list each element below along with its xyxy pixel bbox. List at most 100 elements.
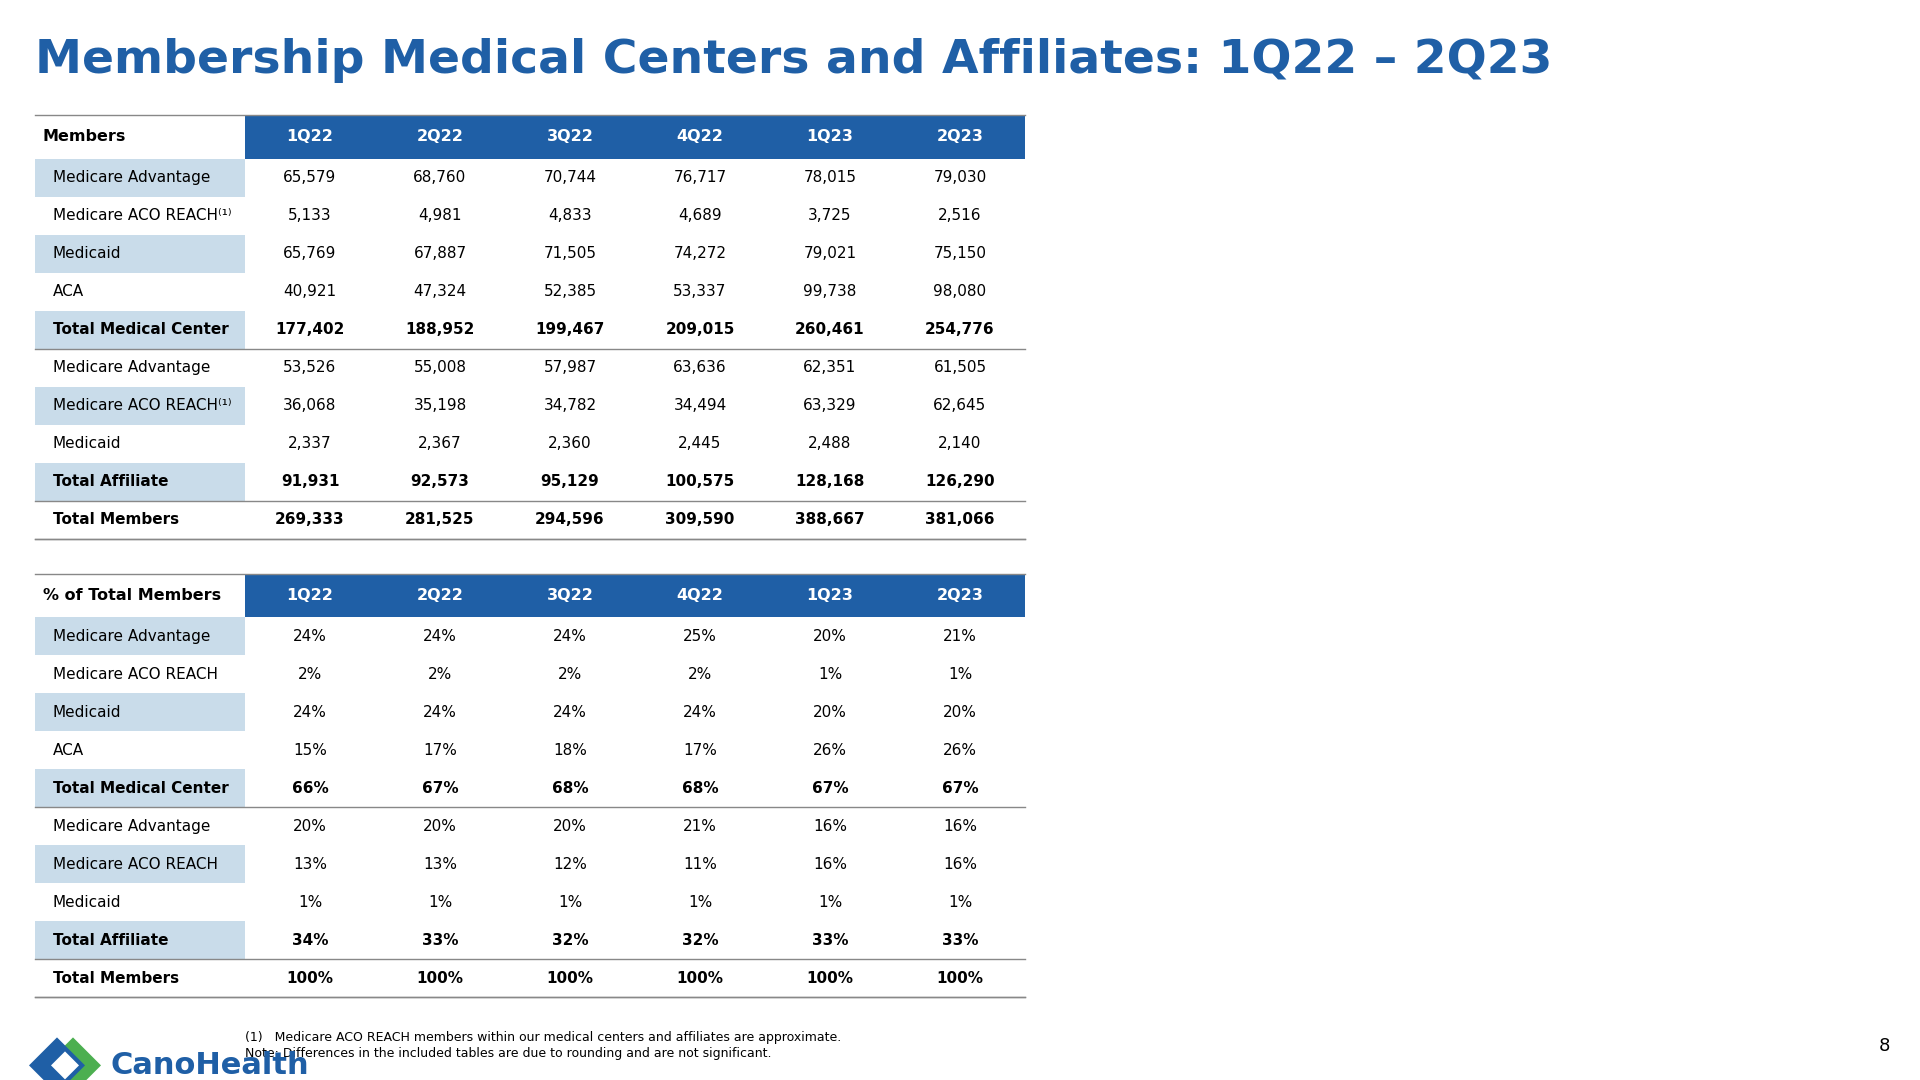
Text: 3,725: 3,725 [808,208,852,224]
Text: 2%: 2% [428,666,451,681]
Bar [35,197,246,234]
Text: 79,021: 79,021 [803,246,856,261]
Bar [35,387,1025,424]
Text: 24%: 24% [294,629,326,644]
Bar [35,618,246,656]
Text: 67,887: 67,887 [413,246,467,261]
Text: Medicare Advantage: Medicare Advantage [54,819,211,834]
Bar [505,114,636,159]
Text: 61,505: 61,505 [933,361,987,375]
Bar [35,501,246,539]
Text: 65,579: 65,579 [284,171,336,185]
Text: 13%: 13% [422,856,457,872]
Text: 254,776: 254,776 [925,322,995,337]
Text: 67%: 67% [941,781,979,796]
Bar [764,573,895,618]
Text: 16%: 16% [943,856,977,872]
Text: 24%: 24% [294,705,326,720]
Text: Members: Members [42,130,127,145]
Text: 20%: 20% [812,705,847,720]
Text: 188,952: 188,952 [405,322,474,337]
Text: 57,987: 57,987 [543,361,597,375]
Text: 33%: 33% [812,933,849,948]
Text: 74,272: 74,272 [674,246,726,261]
Text: 1Q23: 1Q23 [806,588,852,603]
Text: Medicare ACO REACH⁽¹⁾: Medicare ACO REACH⁽¹⁾ [54,208,232,224]
Bar [35,573,246,618]
Text: 2,516: 2,516 [939,208,981,224]
Text: 100%: 100% [417,971,463,986]
Text: 40,921: 40,921 [284,284,336,299]
Text: 2Q23: 2Q23 [937,588,983,603]
Bar [35,311,246,349]
Text: 26%: 26% [943,743,977,758]
Text: 95,129: 95,129 [541,474,599,489]
Text: 309,590: 309,590 [666,512,735,527]
Text: 2%: 2% [298,666,323,681]
Bar [35,273,1025,311]
Text: 1%: 1% [948,666,972,681]
Text: 1%: 1% [948,895,972,909]
Bar [35,273,246,311]
Text: 20%: 20% [294,819,326,834]
Text: 100%: 100% [676,971,724,986]
Text: 2Q23: 2Q23 [937,130,983,145]
Bar [35,349,1025,387]
Text: 2,337: 2,337 [288,436,332,451]
Text: 20%: 20% [812,629,847,644]
Text: Membership Medical Centers and Affiliates: 1Q22 – 2Q23: Membership Medical Centers and Affiliate… [35,38,1553,83]
Bar [35,921,246,959]
Text: 79,030: 79,030 [933,171,987,185]
Bar [374,573,505,618]
Text: 3Q22: 3Q22 [547,588,593,603]
Bar [35,159,246,197]
Text: 16%: 16% [943,819,977,834]
Bar [35,462,1025,501]
Text: 4,981: 4,981 [419,208,461,224]
Text: 100%: 100% [286,971,334,986]
Text: Medicaid: Medicaid [54,436,121,451]
Text: 11%: 11% [684,856,716,872]
Text: 20%: 20% [943,705,977,720]
Bar [35,656,1025,693]
Bar [35,846,1025,883]
Bar [35,883,246,921]
Text: 1%: 1% [818,666,843,681]
Text: Medicaid: Medicaid [54,895,121,909]
Text: Total Members: Total Members [54,971,179,986]
Text: 33%: 33% [941,933,979,948]
Text: 24%: 24% [553,705,588,720]
Text: 34%: 34% [292,933,328,948]
Bar [35,731,246,769]
Text: 26%: 26% [812,743,847,758]
Text: 381,066: 381,066 [925,512,995,527]
Text: Medicare ACO REACH: Medicare ACO REACH [54,666,219,681]
Text: 100%: 100% [937,971,983,986]
Text: 388,667: 388,667 [795,512,864,527]
Text: 63,329: 63,329 [803,399,856,414]
Text: Medicaid: Medicaid [54,246,121,261]
Text: 199,467: 199,467 [536,322,605,337]
Bar [636,573,764,618]
Text: 24%: 24% [684,705,716,720]
Text: 1Q22: 1Q22 [286,588,334,603]
Text: 99,738: 99,738 [803,284,856,299]
Text: 21%: 21% [943,629,977,644]
Text: 12%: 12% [553,856,588,872]
Bar [35,959,1025,998]
Text: CanoHealth: CanoHealth [109,1051,309,1080]
Bar [895,573,1025,618]
Text: 4Q22: 4Q22 [676,130,724,145]
Text: 100%: 100% [806,971,854,986]
Bar [35,234,1025,273]
Text: 36,068: 36,068 [284,399,336,414]
Text: (1)   Medicare ACO REACH members within our medical centers and affiliates are a: (1) Medicare ACO REACH members within ou… [246,1031,841,1044]
Text: 2%: 2% [687,666,712,681]
Text: 2,367: 2,367 [419,436,463,451]
Bar [35,656,246,693]
Text: 8: 8 [1878,1037,1889,1055]
Bar [374,114,505,159]
Text: 68%: 68% [682,781,718,796]
Text: 68,760: 68,760 [413,171,467,185]
Text: 25%: 25% [684,629,716,644]
